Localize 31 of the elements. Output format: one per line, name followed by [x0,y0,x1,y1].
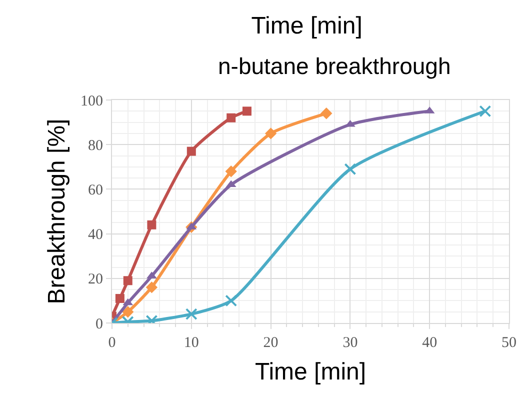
point [115,294,124,303]
point [479,105,492,118]
point [225,294,238,307]
point [344,163,356,176]
y-tick-label: 100 [80,93,103,110]
point [264,128,277,140]
point [123,276,132,286]
point [186,146,196,156]
point [146,281,158,294]
x-axis-title: Time [min] [254,358,366,386]
y-axis-title: Breakthrough [%] [44,118,71,304]
x-tick-label: 30 [342,335,358,351]
point [147,220,156,230]
y-tick-label: 60 [88,182,103,198]
point [320,108,332,120]
y-tick-label: 80 [88,138,103,154]
point [242,106,252,116]
point [226,113,236,122]
x-tick-label: 40 [422,335,438,351]
point [122,306,134,318]
x-tick-label: 50 [502,335,516,351]
chart-subtitle: n-butane breakthrough [218,53,451,79]
x-tick-label: 0 [108,335,116,351]
chart-title: Time [min] [251,12,362,40]
x-tick-label: 10 [184,335,199,351]
y-tick-label: 20 [88,272,103,288]
point [185,308,198,320]
point [225,166,237,178]
x-tick-label: 20 [263,335,278,351]
y-tick-label: 0 [96,316,103,332]
y-tick-label: 40 [88,227,103,244]
